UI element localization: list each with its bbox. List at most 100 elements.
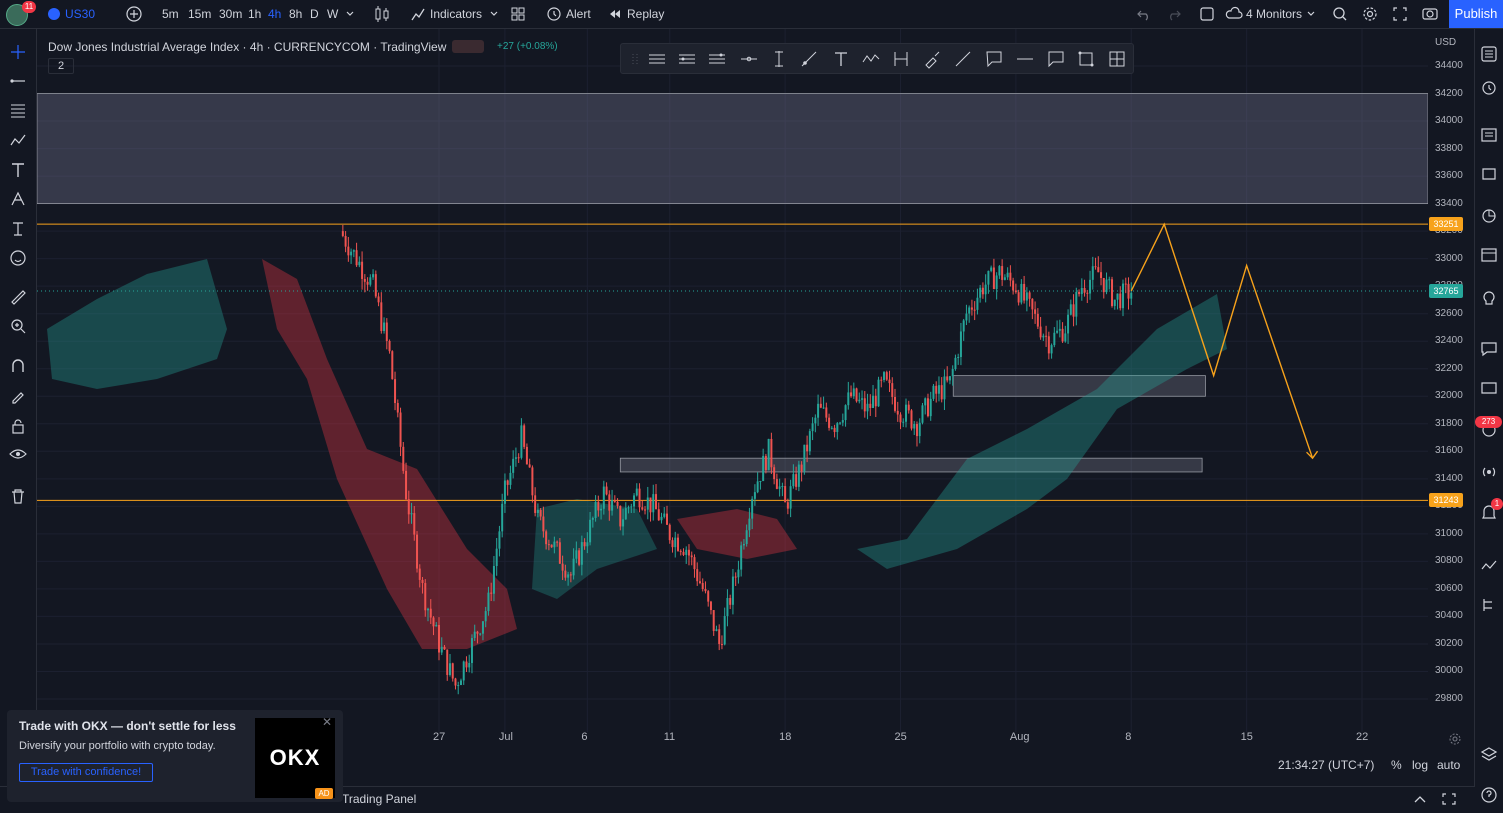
indicators-button[interactable]: Indicators — [430, 7, 483, 21]
trend-line-tool-icon[interactable] — [7, 70, 29, 92]
maximize-panel-icon[interactable] — [1441, 792, 1457, 809]
fullscreen-box-icon[interactable] — [1199, 0, 1215, 28]
news-icon[interactable] — [1478, 124, 1500, 146]
cloud-layout-icon[interactable] — [1225, 0, 1243, 28]
okx-logo[interactable]: OKX — [255, 718, 335, 798]
layout-chevron-down-icon[interactable] — [1306, 0, 1316, 28]
alarm-clock-icon[interactable] — [1478, 76, 1500, 98]
price-axis[interactable]: USD 344003420034000338003360033400332003… — [1429, 29, 1475, 749]
snapshot-camera-icon[interactable] — [1421, 0, 1439, 28]
layout-name-button[interactable]: 4 Monitors — [1246, 7, 1303, 21]
interval-dropdown-chevron-icon[interactable] — [345, 0, 355, 28]
pattern-tool-icon[interactable] — [7, 129, 29, 151]
stay-in-drawing-mode-icon[interactable] — [7, 385, 29, 407]
lightbulb-icon[interactable] — [1478, 287, 1500, 309]
streams-icon[interactable] — [1478, 461, 1500, 483]
compare-add-icon[interactable] — [125, 0, 143, 28]
ad-close-icon[interactable]: ✕ — [321, 715, 333, 729]
ad-cta-link[interactable]: Trade with confidence! — [19, 763, 153, 782]
grid-tool-icon[interactable] — [1107, 49, 1127, 69]
time-axis-settings-gear-icon[interactable] — [1448, 732, 1462, 749]
alert-clock-icon[interactable] — [546, 0, 562, 28]
legend-visibility-toggle[interactable] — [452, 40, 484, 53]
indicator-count-toggle[interactable]: 2 — [48, 58, 74, 74]
horizontal-line-tool-icon[interactable] — [1015, 49, 1035, 69]
undo-icon[interactable] — [1136, 0, 1152, 28]
clock-timezone[interactable]: 21:34:27 (UTC+7) — [1278, 758, 1375, 772]
magnet-icon[interactable] — [7, 355, 29, 377]
fib-channel-tool-icon[interactable] — [707, 49, 727, 69]
zoom-in-icon[interactable] — [7, 315, 29, 337]
log-scale-toggle[interactable]: log — [1412, 758, 1429, 772]
interval-d[interactable]: D — [310, 7, 319, 21]
rectangle-tool-icon[interactable] — [1076, 49, 1096, 69]
text-annotation-tool-icon[interactable] — [831, 49, 851, 69]
interval-4h[interactable]: 4h — [268, 7, 282, 21]
fullscreen-icon[interactable] — [1392, 0, 1408, 28]
templates-grid-icon[interactable] — [510, 0, 526, 28]
emoji-tool-icon[interactable] — [7, 247, 29, 269]
measure-position-tool-icon[interactable] — [7, 218, 29, 240]
redo-icon[interactable] — [1166, 0, 1182, 28]
chart-type-candles-icon[interactable] — [373, 0, 391, 28]
interval-15m[interactable]: 15m — [188, 7, 212, 21]
trash-icon[interactable] — [7, 485, 29, 507]
currency-label[interactable]: USD — [1435, 37, 1457, 48]
interval-1h[interactable]: 1h — [248, 7, 262, 21]
lock-icon[interactable] — [7, 415, 29, 437]
messages-icon[interactable] — [1478, 378, 1500, 400]
crosshair-cursor-icon[interactable] — [7, 41, 29, 63]
parallel-channel-tool-icon[interactable] — [677, 49, 697, 69]
interval-8h[interactable]: 8h — [289, 7, 303, 21]
interval-5m[interactable]: 5m — [162, 7, 179, 21]
collapse-panel-chevron-icon[interactable] — [1412, 792, 1428, 809]
candle-body — [355, 250, 358, 266]
time-axis[interactable]: 27 Jul 6 11 18 25 Aug 8 15 22 — [37, 731, 1428, 747]
horizontal-ray-tool-icon[interactable] — [739, 49, 759, 69]
replay-rewind-icon[interactable] — [608, 0, 622, 28]
candle-body — [819, 403, 822, 408]
data-window-icon[interactable] — [1478, 555, 1500, 577]
eye-visibility-icon[interactable] — [7, 443, 29, 465]
callout-tool-icon[interactable] — [984, 49, 1004, 69]
interval-w[interactable]: W — [327, 7, 339, 21]
ideas-stream-icon[interactable] — [1478, 163, 1500, 185]
fib-retracement-tool-icon[interactable] — [7, 99, 29, 121]
settings-gear-icon[interactable] — [1362, 0, 1378, 28]
calendar-icon[interactable] — [1478, 243, 1500, 265]
percent-scale-toggle[interactable]: % — [1391, 758, 1402, 772]
auto-scale-toggle[interactable]: auto — [1437, 758, 1461, 772]
horizontal-lines-tool-icon[interactable] — [647, 49, 667, 69]
indicators-dropdown-chevron-icon[interactable] — [489, 0, 499, 28]
chart-pane[interactable] — [37, 29, 1428, 732]
okx-ad-popup[interactable]: Trade with OKX — don't settle for less D… — [7, 710, 343, 802]
chart-plot[interactable] — [37, 29, 1428, 732]
drag-handle-icon[interactable] — [625, 49, 645, 69]
chart-legend-title[interactable]: Dow Jones Industrial Average Index · 4h … — [48, 40, 447, 54]
vertical-line-tool-icon[interactable] — [769, 49, 789, 69]
replay-button[interactable]: Replay — [627, 7, 665, 21]
ray-tool-icon[interactable] — [799, 49, 819, 69]
comment-tool-icon[interactable] — [1046, 49, 1066, 69]
chat-icon[interactable] — [1478, 338, 1500, 360]
layers-icon[interactable] — [1478, 743, 1500, 765]
help-icon[interactable] — [1478, 784, 1500, 806]
indicators-icon[interactable] — [410, 0, 426, 28]
path-tool-icon[interactable] — [861, 49, 881, 69]
text-tool-icon[interactable] — [7, 159, 29, 181]
watchlist-icon[interactable] — [1478, 43, 1500, 65]
ruler-icon[interactable] — [7, 286, 29, 308]
publish-button[interactable]: Publish — [1449, 0, 1503, 28]
object-tree-icon[interactable] — [1478, 594, 1500, 616]
candle-body — [712, 610, 715, 631]
alert-button[interactable]: Alert — [566, 7, 591, 21]
date-range-tool-icon[interactable] — [891, 49, 911, 69]
brush-tool-icon[interactable] — [923, 49, 943, 69]
prediction-tool-icon[interactable] — [7, 188, 29, 210]
symbol-search-button[interactable]: US30 — [65, 7, 96, 21]
line-segment-tool-icon[interactable] — [953, 49, 973, 69]
trading-panel-tab[interactable]: Trading Panel — [342, 792, 417, 806]
interval-30m[interactable]: 30m — [219, 7, 243, 21]
hotlists-icon[interactable] — [1478, 205, 1500, 227]
search-icon[interactable] — [1332, 0, 1348, 28]
